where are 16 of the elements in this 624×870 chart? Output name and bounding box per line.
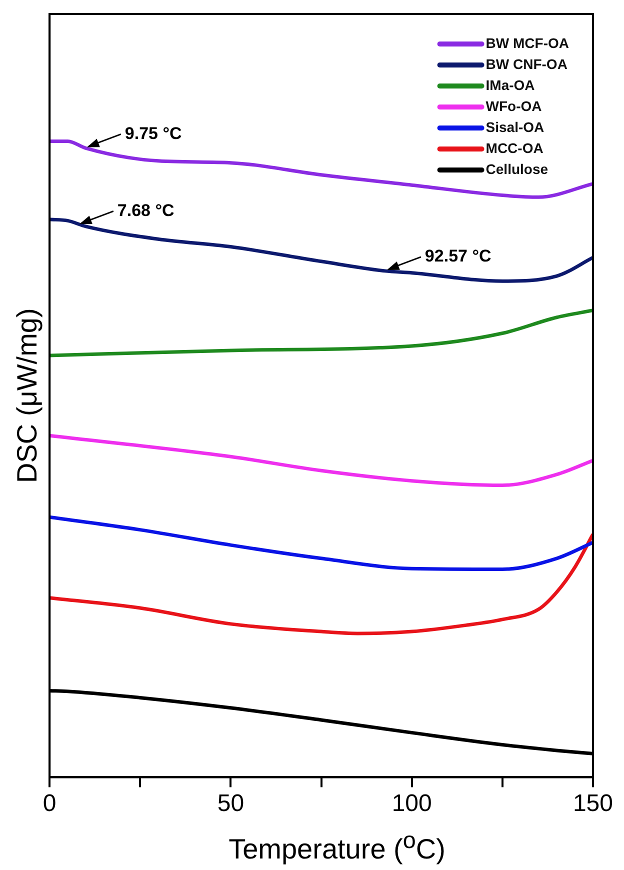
legend-label: BW MCF-OA <box>486 34 569 51</box>
legend-label: BW CNF-OA <box>486 56 568 72</box>
x-tick-label: 150 <box>572 790 613 818</box>
annotation: 7.68 °C <box>117 200 174 220</box>
legend-label: Cellulose <box>486 160 548 177</box>
legend-label: IMa-OA <box>486 76 535 93</box>
x-tick-label: 50 <box>217 790 244 818</box>
x-axis-title: Temperature ($^{o}$C) <box>228 826 446 866</box>
annotation: 9.75 °C <box>124 124 182 143</box>
annotation: 92.57 °C <box>424 246 492 266</box>
x-tick-label: 100 <box>392 790 432 818</box>
legend-label: WFo-OA <box>486 98 542 114</box>
x-tick-label: 0 <box>42 790 56 818</box>
y-axis-title: DSC (μW/mg) <box>12 308 43 483</box>
legend-label: Sisal-OA <box>486 118 544 135</box>
legend-label: MCC-OA <box>486 140 544 156</box>
